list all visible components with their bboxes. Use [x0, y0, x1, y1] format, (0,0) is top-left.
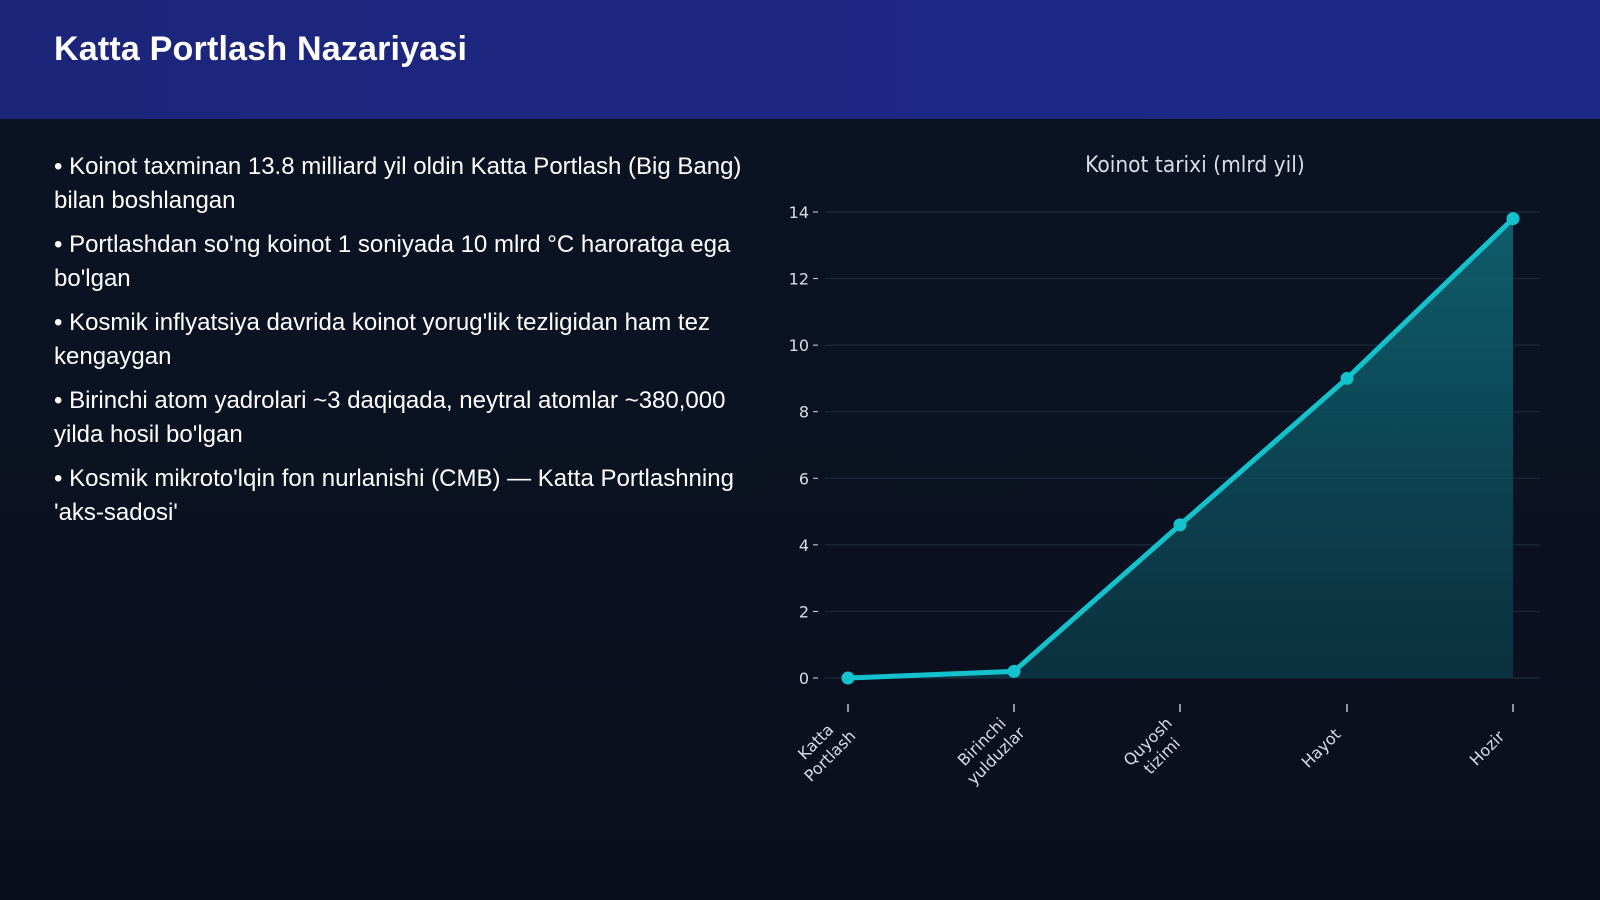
y-tick-label: 2	[799, 602, 809, 621]
x-axis: KattaPortlash Birinchiyulduzlar Quyoshtizi…	[786, 704, 1514, 789]
data-point	[1340, 371, 1354, 385]
y-tick-label: 6	[799, 469, 809, 488]
series-area	[848, 218, 1513, 678]
data-point	[1506, 212, 1520, 226]
bullet-item: • Kosmik inflyatsiya davrida koinot yoru…	[54, 309, 710, 370]
x-tick-label: Quyoshtizimi	[1120, 714, 1190, 784]
bullet-item: • Portlashdan so'ng koinot 1 soniyada 10…	[54, 231, 731, 292]
data-point	[841, 671, 855, 685]
x-tick-label: Birinchiyulduzlar	[949, 709, 1029, 789]
chart-title: Koinot tarixi (mlrd yil)	[1085, 151, 1305, 177]
y-tick-label: 4	[799, 536, 809, 555]
bullet-list: • Koinot taxminan 13.8 milliard yil oldi…	[54, 150, 744, 540]
x-tick-label: Hozir	[1466, 727, 1509, 770]
chart-svg: Koinot tarixi (mlrd yil) 0 2 4 6 8 10 12 14 Kat…	[786, 151, 1540, 789]
bullet-item: • Kosmik mikroto'lqin fon nurlanishi (CM…	[54, 465, 734, 526]
y-tick-label: 8	[799, 403, 809, 422]
point-layer	[841, 212, 1520, 685]
y-tick-label: 10	[789, 336, 809, 355]
bullet-item: • Koinot taxminan 13.8 milliard yil oldi…	[54, 153, 742, 214]
area-layer	[848, 218, 1513, 678]
bullet-item: • Birinchi atom yadrolari ~3 daqiqada, n…	[54, 387, 726, 448]
y-tick-label: 12	[789, 270, 809, 289]
header-bar: Katta Portlash Nazariyasi	[0, 0, 1600, 119]
data-point	[1173, 518, 1187, 532]
y-axis: 0 2 4 6 8 10 12 14	[789, 203, 818, 688]
x-tick-label: Hayot	[1298, 725, 1345, 772]
chart-container: Koinot tarixi (mlrd yil) 0 2 4 6 8 10 12 14 Kat…	[780, 130, 1580, 830]
y-tick-label: 14	[789, 203, 809, 222]
page-title: Katta Portlash Nazariyasi	[54, 30, 468, 68]
x-tick-label: KattaPortlash	[786, 712, 859, 785]
y-tick-label: 0	[799, 669, 809, 688]
data-point	[1007, 664, 1021, 678]
